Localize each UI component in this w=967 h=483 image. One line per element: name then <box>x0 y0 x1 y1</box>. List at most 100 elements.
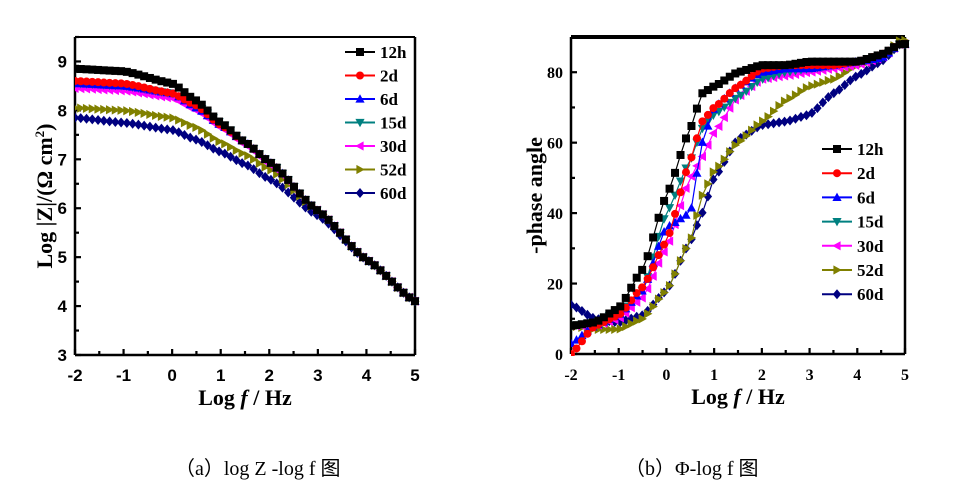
x-axis-title: Log f / Hz <box>691 384 785 409</box>
data-point <box>359 253 368 262</box>
series-6d <box>75 78 420 305</box>
data-point <box>215 117 224 126</box>
data-point <box>238 148 247 158</box>
data-point <box>621 315 630 326</box>
legend-marker <box>356 48 364 56</box>
legend-item: 6d <box>822 188 876 207</box>
data-point <box>687 121 696 130</box>
data-point <box>324 215 333 224</box>
data-point <box>660 196 669 205</box>
impedance-chart: -2 -1 0 1 2 3 4 5 3 4 5 6 7 8 9 Log f / Hz Log |Z|/(Ω cm… <box>32 35 420 410</box>
data-point <box>76 65 85 74</box>
legend-label: 60d <box>380 184 407 203</box>
legend-marker <box>356 164 365 175</box>
legend-marker <box>355 94 365 103</box>
data-point <box>851 57 860 66</box>
data-point <box>856 68 866 79</box>
data-point <box>697 137 708 146</box>
x-tick-label: 0 <box>662 367 670 384</box>
data-point <box>638 265 647 274</box>
data-point <box>824 75 834 86</box>
data-point <box>336 228 345 237</box>
data-point <box>616 324 626 334</box>
data-point <box>583 319 592 328</box>
data-point <box>775 101 784 111</box>
data-point <box>846 75 855 86</box>
data-point <box>341 235 350 244</box>
data-point <box>879 49 888 58</box>
data-point <box>571 299 576 310</box>
data-point <box>197 100 206 109</box>
data-point <box>748 125 757 135</box>
data-point <box>146 109 155 120</box>
data-point <box>577 337 586 346</box>
data-point <box>686 171 696 181</box>
data-point <box>648 271 657 281</box>
data-point <box>267 165 276 175</box>
data-point <box>692 220 702 231</box>
data-point <box>198 125 207 135</box>
y-tick-label: 80 <box>547 65 563 82</box>
data-point <box>796 111 806 122</box>
data-point <box>243 139 252 148</box>
legend-marker <box>355 118 365 128</box>
data-point <box>720 154 730 164</box>
data-point <box>631 297 641 307</box>
data-point <box>796 58 805 67</box>
legend-label: 30d <box>380 137 407 156</box>
data-point <box>261 155 270 164</box>
data-point <box>719 112 728 123</box>
data-point <box>780 61 789 70</box>
data-point <box>99 78 108 87</box>
data-point <box>758 61 767 70</box>
y-tick-label: 8 <box>58 101 67 120</box>
legend-marker <box>833 169 841 178</box>
data-point <box>186 120 196 130</box>
data-point <box>671 269 680 279</box>
x-tick-label: 1 <box>216 366 225 385</box>
data-point <box>382 271 391 280</box>
data-point <box>140 108 149 118</box>
data-point <box>151 122 160 133</box>
data-point <box>627 283 636 292</box>
phase-angle-chart: -2 -1 0 1 2 3 4 5 0 20 40 60 80 Log f / Hz -phase angl… <box>522 35 910 409</box>
data-point <box>209 143 218 154</box>
data-point <box>660 240 669 249</box>
data-point <box>681 183 690 193</box>
data-point <box>82 113 91 124</box>
data-point <box>901 40 909 49</box>
data-point <box>737 136 746 146</box>
data-point <box>786 93 795 103</box>
data-point <box>99 115 109 126</box>
y-tick-label: 0 <box>555 347 563 364</box>
data-point <box>758 119 767 130</box>
data-point <box>846 57 855 66</box>
data-point <box>111 66 120 75</box>
data-point <box>786 60 795 69</box>
data-point <box>813 103 822 114</box>
data-point <box>611 324 620 334</box>
data-point <box>659 247 668 257</box>
data-point <box>192 122 201 132</box>
data-point <box>583 329 592 338</box>
data-point <box>278 169 287 178</box>
series-line <box>75 80 416 302</box>
data-point <box>145 73 154 82</box>
x-tick-label: 2 <box>265 366 274 385</box>
x-tick-label: 1 <box>710 367 718 384</box>
legend-item: 30d <box>822 237 884 256</box>
data-point <box>775 61 784 70</box>
y-tick-label: 5 <box>58 248 67 267</box>
legend: 12h 2d 6d 15d 30d 52d 60d <box>345 43 407 203</box>
data-point <box>731 140 741 150</box>
series-line <box>75 68 416 302</box>
data-point <box>88 65 97 74</box>
data-point <box>266 174 276 185</box>
data-point <box>94 104 103 114</box>
data-point <box>818 57 827 66</box>
data-point <box>134 107 144 118</box>
legend-marker <box>832 218 842 227</box>
series-30d <box>75 83 419 306</box>
data-point <box>654 213 663 222</box>
